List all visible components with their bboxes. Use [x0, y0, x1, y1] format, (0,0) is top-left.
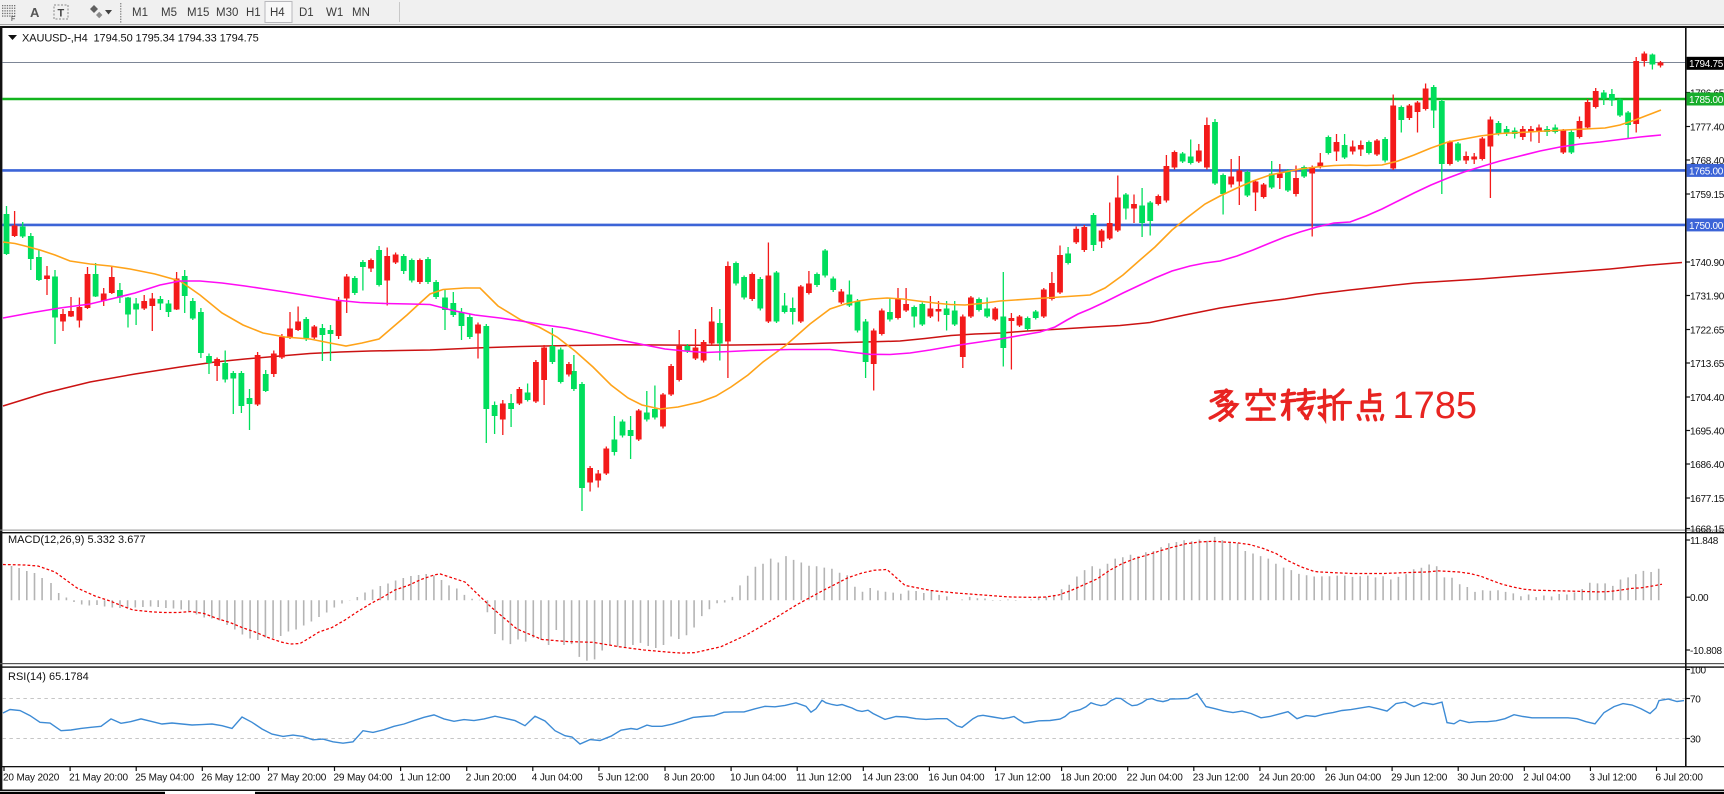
svg-text:11 Jun 12:00: 11 Jun 12:00 — [796, 773, 852, 784]
svg-text:18 Jun 20:00: 18 Jun 20:00 — [1061, 773, 1118, 784]
svg-text:1794.75: 1794.75 — [1689, 59, 1724, 70]
svg-text:1759.15: 1759.15 — [1690, 190, 1724, 201]
svg-text:W1: W1 — [326, 7, 343, 19]
svg-text:1686.40: 1686.40 — [1690, 460, 1724, 471]
svg-text:100: 100 — [1690, 665, 1707, 676]
svg-text:XAUUSD-,H4 1794.50 1795.34 17: XAUUSD-,H4 1794.50 1795.34 1794.33 1794.… — [22, 33, 259, 45]
svg-text:30: 30 — [1690, 734, 1701, 745]
svg-text:23 Jun 12:00: 23 Jun 12:00 — [1193, 773, 1250, 784]
svg-text:-10.808: -10.808 — [1690, 646, 1723, 657]
svg-text:21 May 20:00: 21 May 20:00 — [69, 773, 128, 784]
svg-text:5 Jun 12:00: 5 Jun 12:00 — [598, 773, 649, 784]
svg-text:2 Jul 04:00: 2 Jul 04:00 — [1523, 773, 1571, 784]
svg-text:1777.40: 1777.40 — [1690, 122, 1724, 133]
svg-text:0.00: 0.00 — [1690, 593, 1709, 604]
svg-text:8 Jun 20:00: 8 Jun 20:00 — [664, 773, 715, 784]
svg-text:M15: M15 — [187, 7, 209, 19]
svg-text:1785: 1785 — [1393, 385, 1478, 427]
svg-text:MACD(12,26,9) 5.332 3.677: MACD(12,26,9) 5.332 3.677 — [8, 534, 146, 546]
svg-text:29 May 04:00: 29 May 04:00 — [334, 773, 393, 784]
svg-text:11.848: 11.848 — [1690, 536, 1719, 547]
svg-text:M1: M1 — [132, 7, 148, 19]
svg-text:1768.40: 1768.40 — [1690, 156, 1724, 167]
svg-text:1 Jun 12:00: 1 Jun 12:00 — [400, 773, 451, 784]
svg-text:26 May 12:00: 26 May 12:00 — [201, 773, 260, 784]
svg-text:1713.65: 1713.65 — [1690, 359, 1724, 370]
svg-text:F: F — [11, 16, 15, 23]
svg-text:RSI(14) 65.1784: RSI(14) 65.1784 — [8, 671, 89, 683]
svg-text:1722.65: 1722.65 — [1690, 325, 1724, 336]
svg-text:H1: H1 — [246, 7, 261, 19]
svg-text:22 Jun 04:00: 22 Jun 04:00 — [1127, 773, 1184, 784]
svg-text:H4: H4 — [270, 7, 285, 19]
svg-text:25 May 04:00: 25 May 04:00 — [135, 773, 194, 784]
svg-text:10 Jun 04:00: 10 Jun 04:00 — [730, 773, 787, 784]
svg-text:1765.00: 1765.00 — [1689, 166, 1724, 177]
svg-text:3 Jul 12:00: 3 Jul 12:00 — [1589, 773, 1637, 784]
svg-text:29 Jun 12:00: 29 Jun 12:00 — [1391, 773, 1448, 784]
svg-text:2 Jun 20:00: 2 Jun 20:00 — [466, 773, 517, 784]
svg-text:14 Jun 23:00: 14 Jun 23:00 — [862, 773, 919, 784]
svg-text:D1: D1 — [299, 7, 314, 19]
svg-text:1704.40: 1704.40 — [1690, 393, 1724, 404]
svg-text:1740.90: 1740.90 — [1690, 258, 1724, 269]
svg-text:M5: M5 — [161, 7, 177, 19]
svg-text:T: T — [58, 8, 65, 20]
svg-text:26 Jun 04:00: 26 Jun 04:00 — [1325, 773, 1382, 784]
svg-text:1750.00: 1750.00 — [1689, 221, 1724, 232]
svg-text:27 May 20:00: 27 May 20:00 — [267, 773, 326, 784]
svg-text:30 Jun 20:00: 30 Jun 20:00 — [1457, 773, 1514, 784]
svg-text:1785.00: 1785.00 — [1689, 95, 1724, 106]
svg-text:1731.90: 1731.90 — [1690, 291, 1724, 302]
svg-text:24 Jun 20:00: 24 Jun 20:00 — [1259, 773, 1316, 784]
svg-text:MN: MN — [352, 7, 370, 19]
svg-text:4 Jun 04:00: 4 Jun 04:00 — [532, 773, 583, 784]
svg-text:M30: M30 — [216, 7, 238, 19]
svg-text:6 Jul 20:00: 6 Jul 20:00 — [1656, 773, 1704, 784]
svg-text:17 Jun 12:00: 17 Jun 12:00 — [995, 773, 1052, 784]
svg-text:1677.15: 1677.15 — [1690, 494, 1724, 505]
svg-text:20 May 2020: 20 May 2020 — [3, 773, 60, 784]
svg-text:70: 70 — [1690, 694, 1701, 705]
svg-text:16 Jun 04:00: 16 Jun 04:00 — [928, 773, 985, 784]
svg-text:1668.15: 1668.15 — [1690, 524, 1724, 535]
svg-text:1695.40: 1695.40 — [1690, 426, 1724, 437]
svg-text:A: A — [30, 5, 40, 20]
